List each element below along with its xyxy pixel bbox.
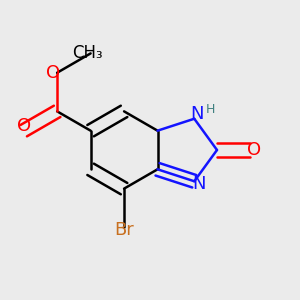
Text: O: O — [16, 117, 31, 135]
Text: CH₃: CH₃ — [72, 44, 103, 62]
Text: N: N — [192, 175, 206, 193]
Text: H: H — [206, 103, 215, 116]
Text: Br: Br — [114, 221, 134, 239]
Text: O: O — [247, 141, 261, 159]
Text: O: O — [46, 64, 60, 82]
Text: N: N — [190, 105, 204, 123]
